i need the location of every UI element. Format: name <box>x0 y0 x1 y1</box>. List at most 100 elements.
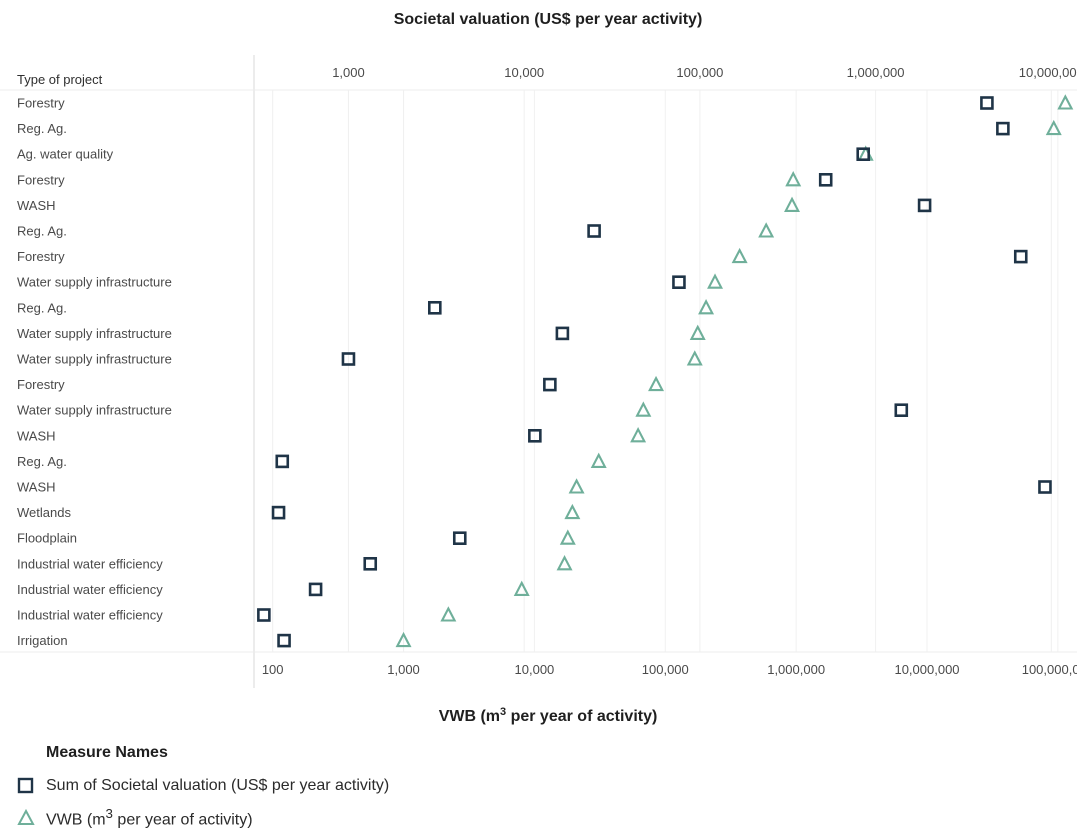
row-label: Reg. Ag. <box>17 121 67 136</box>
row-labels: Forestry Reg. Ag. Ag. water quality Forestr… <box>17 96 172 649</box>
top-tick-label: 1,000,000 <box>847 65 905 80</box>
vwb-marker <box>648 375 665 392</box>
square-marker-icon <box>17 777 34 794</box>
vwb-marker <box>395 631 412 648</box>
vwb-marker <box>630 427 647 443</box>
row-label: Reg. Ag. <box>17 224 67 239</box>
row-label: Forestry <box>17 96 65 111</box>
row-label: WASH <box>17 428 56 443</box>
bottom-axis-title-rest: per year of activity) <box>506 708 657 725</box>
legend-label-valuation: Sum of Societal valuation (US$ per year … <box>46 777 390 794</box>
row-label: Water supply infrastructure <box>17 403 172 418</box>
valuation-marker <box>271 505 286 520</box>
bottom-tick-label: 10,000,000 <box>894 662 959 677</box>
legend-item-valuation: Sum of Societal valuation (US$ per year … <box>16 770 389 802</box>
bottom-tick-label: 100,000,000 <box>1022 662 1077 677</box>
vwb-marker <box>440 606 457 622</box>
row-label: WASH <box>17 480 56 495</box>
valuation-marker <box>996 121 1010 136</box>
vwb-marker <box>635 401 652 417</box>
bottom-axis-title-sup: 3 <box>500 706 506 718</box>
row-label: Forestry <box>17 249 65 264</box>
vwb-marker <box>758 222 775 238</box>
vwb-marker <box>568 478 585 494</box>
valuation-marker <box>452 531 467 546</box>
top-tick-label: 100,000 <box>676 65 723 80</box>
valuation-marker <box>587 224 601 238</box>
vwb-marker <box>686 350 703 366</box>
row-label: Water supply infrastructure <box>17 326 172 341</box>
row-label: Floodplain <box>17 531 77 546</box>
valuation-marker <box>257 608 271 622</box>
row-label: WASH <box>17 198 56 213</box>
valuation-marker <box>428 300 442 315</box>
vwb-marker <box>556 555 573 571</box>
row-header: Type of project <box>17 72 103 87</box>
vwb-marker <box>559 529 576 545</box>
vwb-marker <box>785 171 802 187</box>
valuation-marker <box>363 556 378 571</box>
bottom-tick-label: 100,000 <box>642 662 689 677</box>
valuation-marker <box>856 147 871 161</box>
row-label: Irrigation <box>17 633 68 648</box>
valuation-marker <box>980 96 994 110</box>
vwb-marker <box>707 273 724 289</box>
top-axis-ticks: 1,000 10,000 100,000 1,000,000 10,000,000 <box>332 65 1077 80</box>
top-tick-label: 1,000 <box>332 65 365 80</box>
vwb-marker <box>564 503 581 520</box>
vwb-marker <box>513 580 530 596</box>
row-label: Industrial water efficiency <box>17 556 163 571</box>
vwb-marker <box>731 247 748 264</box>
valuation-marker <box>277 633 291 648</box>
row-label: Water supply infrastructure <box>17 275 172 290</box>
bottom-axis-title: VWB (m3 per year of activity) <box>439 706 658 725</box>
data-marks <box>257 94 1074 648</box>
valuation-marker <box>308 582 323 597</box>
bottom-tick-label: 1,000 <box>387 662 420 677</box>
valuation-marker <box>818 173 833 187</box>
valuation-marker <box>1038 480 1052 494</box>
vwb-marker <box>784 196 800 212</box>
row-label: Wetlands <box>17 505 71 520</box>
scatter-chart: Societal valuation (US$ per year activit… <box>0 11 1077 725</box>
legend-label-vwb-main: VWB (m <box>46 811 106 829</box>
row-label: Industrial water efficiency <box>17 582 163 597</box>
valuation-marker <box>341 352 356 366</box>
row-label: Reg. Ag. <box>17 300 67 315</box>
row-label: Industrial water efficiency <box>17 608 163 623</box>
legend-label-vwb: VWB (m3 per year of activity) <box>46 806 253 829</box>
valuation-marker <box>1013 249 1028 264</box>
row-label: Water supply infrastructure <box>17 352 172 367</box>
legend-title: Measure Names <box>46 744 168 761</box>
top-axis-title: Societal valuation (US$ per year activit… <box>394 11 703 28</box>
valuation-marker <box>555 326 570 341</box>
vwb-marker <box>698 299 715 315</box>
valuation-marker <box>894 403 909 418</box>
row-label: Forestry <box>17 377 65 392</box>
valuation-marker <box>528 428 542 443</box>
legend-label-vwb-rest: per year of activity) <box>112 811 253 829</box>
valuation-marker <box>543 377 557 392</box>
gridlines <box>0 55 1077 688</box>
vwb-marker <box>1045 119 1062 136</box>
vwb-marker <box>590 452 607 468</box>
row-label: Ag. water quality <box>17 147 114 162</box>
top-tick-label: 10,000 <box>504 65 544 80</box>
bottom-tick-label: 100 <box>262 662 284 677</box>
bottom-tick-label: 10,000 <box>515 662 555 677</box>
valuation-marker <box>917 198 932 213</box>
bottom-tick-label: 1,000,000 <box>767 662 825 677</box>
valuation-marker <box>275 454 290 469</box>
bottom-axis-ticks: 100 1,000 10,000 100,000 1,000,000 10,000,000… <box>262 662 1077 677</box>
legend-label-vwb-sup: 3 <box>105 806 113 822</box>
row-label: Forestry <box>17 172 65 187</box>
top-tick-label: 10,000,000 <box>1019 65 1077 80</box>
bottom-axis-title-main: VWB (m <box>439 708 500 725</box>
legend-item-vwb: VWB (m3 per year of activity) <box>16 802 389 834</box>
row-label: Reg. Ag. <box>17 454 67 469</box>
legend: Measure Names Sum of Societal valuation … <box>16 744 389 834</box>
valuation-marker <box>672 275 686 290</box>
triangle-marker-icon <box>17 808 35 825</box>
vwb-marker <box>1057 94 1074 110</box>
vwb-marker <box>689 324 706 340</box>
